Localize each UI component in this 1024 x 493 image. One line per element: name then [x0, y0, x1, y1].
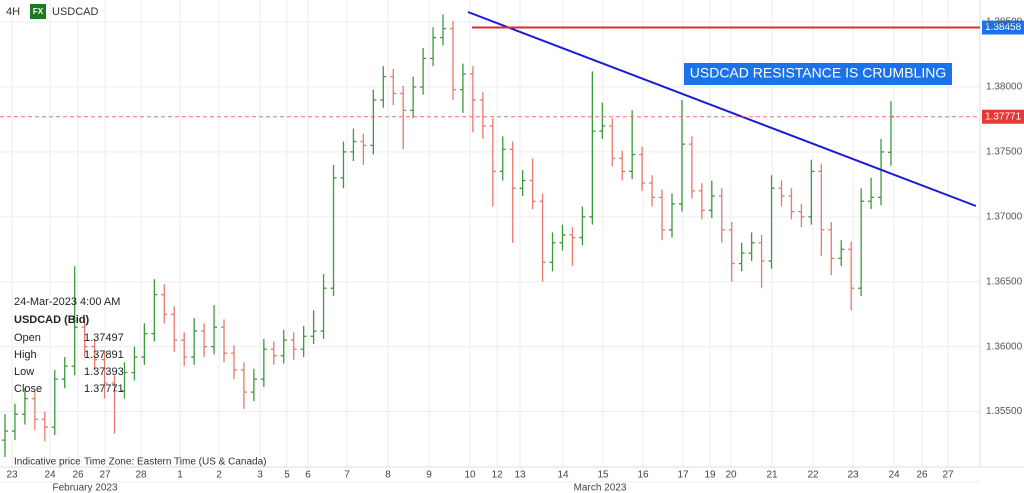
x-tick-label: 26: [916, 470, 928, 481]
x-tick-label: 23: [847, 470, 859, 481]
x-tick-label: 6: [305, 470, 311, 481]
x-tick-label: 3: [257, 470, 263, 481]
y-tick-label: 1.38500: [986, 17, 1023, 28]
x-tick-label: 8: [385, 470, 391, 481]
x-tick-label: 9: [426, 470, 432, 481]
timeframe: 4H: [6, 6, 20, 18]
last-price-label: 1.37771: [985, 111, 1022, 122]
x-tick-label: 10: [464, 470, 476, 481]
x-tick-label: 22: [807, 470, 819, 481]
symbol: USDCAD: [52, 6, 99, 18]
month-label: February 2023: [52, 483, 117, 493]
y-tick-label: 1.36500: [986, 276, 1023, 287]
x-tick-label: 17: [677, 470, 689, 481]
last-price-box: [982, 109, 1024, 124]
month-label: March 2023: [574, 483, 627, 493]
footer-note: Indicative price: [14, 457, 81, 468]
x-tick-label: 24: [44, 470, 56, 481]
trend-line: [467, 11, 977, 207]
tooltip-value: 1.37393: [84, 366, 124, 378]
y-tick-label: 1.37000: [986, 211, 1023, 222]
x-tick-label: 13: [514, 470, 526, 481]
x-tick-label: 19: [704, 470, 716, 481]
resistance-label: 1.38458: [985, 22, 1022, 33]
tooltip-label: Close: [14, 383, 42, 395]
tooltip-value: 1.37891: [84, 349, 124, 361]
tooltip-label: High: [14, 349, 37, 361]
chart-title: USDCAD RESISTANCE IS CRUMBLING: [690, 65, 946, 81]
x-tick-label: 1: [177, 470, 183, 481]
x-tick-label: 12: [491, 470, 503, 481]
badge: FX: [33, 7, 44, 16]
x-tick-label: 7: [344, 470, 350, 481]
x-tick-label: 15: [597, 470, 609, 481]
resistance-label-box: [982, 20, 1024, 35]
x-tick-label: 2: [216, 470, 222, 481]
x-tick-label: 28: [135, 470, 147, 481]
x-tick-label: 24: [888, 470, 900, 481]
badge-box: [30, 4, 46, 19]
x-tick-label: 14: [557, 470, 569, 481]
x-tick-label: 27: [99, 470, 111, 481]
x-tick-label: 27: [942, 470, 954, 481]
y-tick-label: 1.35500: [986, 406, 1023, 417]
x-tick-label: 26: [72, 470, 84, 481]
bars: [2, 14, 894, 458]
x-tick-label: 20: [725, 470, 737, 481]
y-tick-label: 1.36000: [986, 341, 1023, 352]
overlay: 1.38458 1.37771: [0, 20, 1024, 124]
tooltip-value: 1.37497: [84, 332, 124, 344]
y-tick-label: 1.38000: [986, 82, 1023, 93]
tooltip-instrument: USDCAD (Bid): [14, 314, 89, 326]
tooltip-label: Open: [14, 332, 41, 344]
x-tick-label: 21: [766, 470, 778, 481]
tooltip-value: 1.37771: [84, 383, 124, 395]
x-tick-label: 23: [6, 470, 18, 481]
tooltip-label: Low: [14, 366, 34, 378]
title-box: [684, 63, 952, 85]
y-tick-label: 1.37500: [986, 147, 1023, 158]
tooltip-time: 24-Mar-2023 4:00 AM: [14, 296, 120, 308]
footer-timezone: Time Zone: Eastern Time (US & Canada): [84, 457, 266, 468]
x-tick-label: 5: [284, 470, 290, 481]
x-tick-label: 16: [637, 470, 649, 481]
